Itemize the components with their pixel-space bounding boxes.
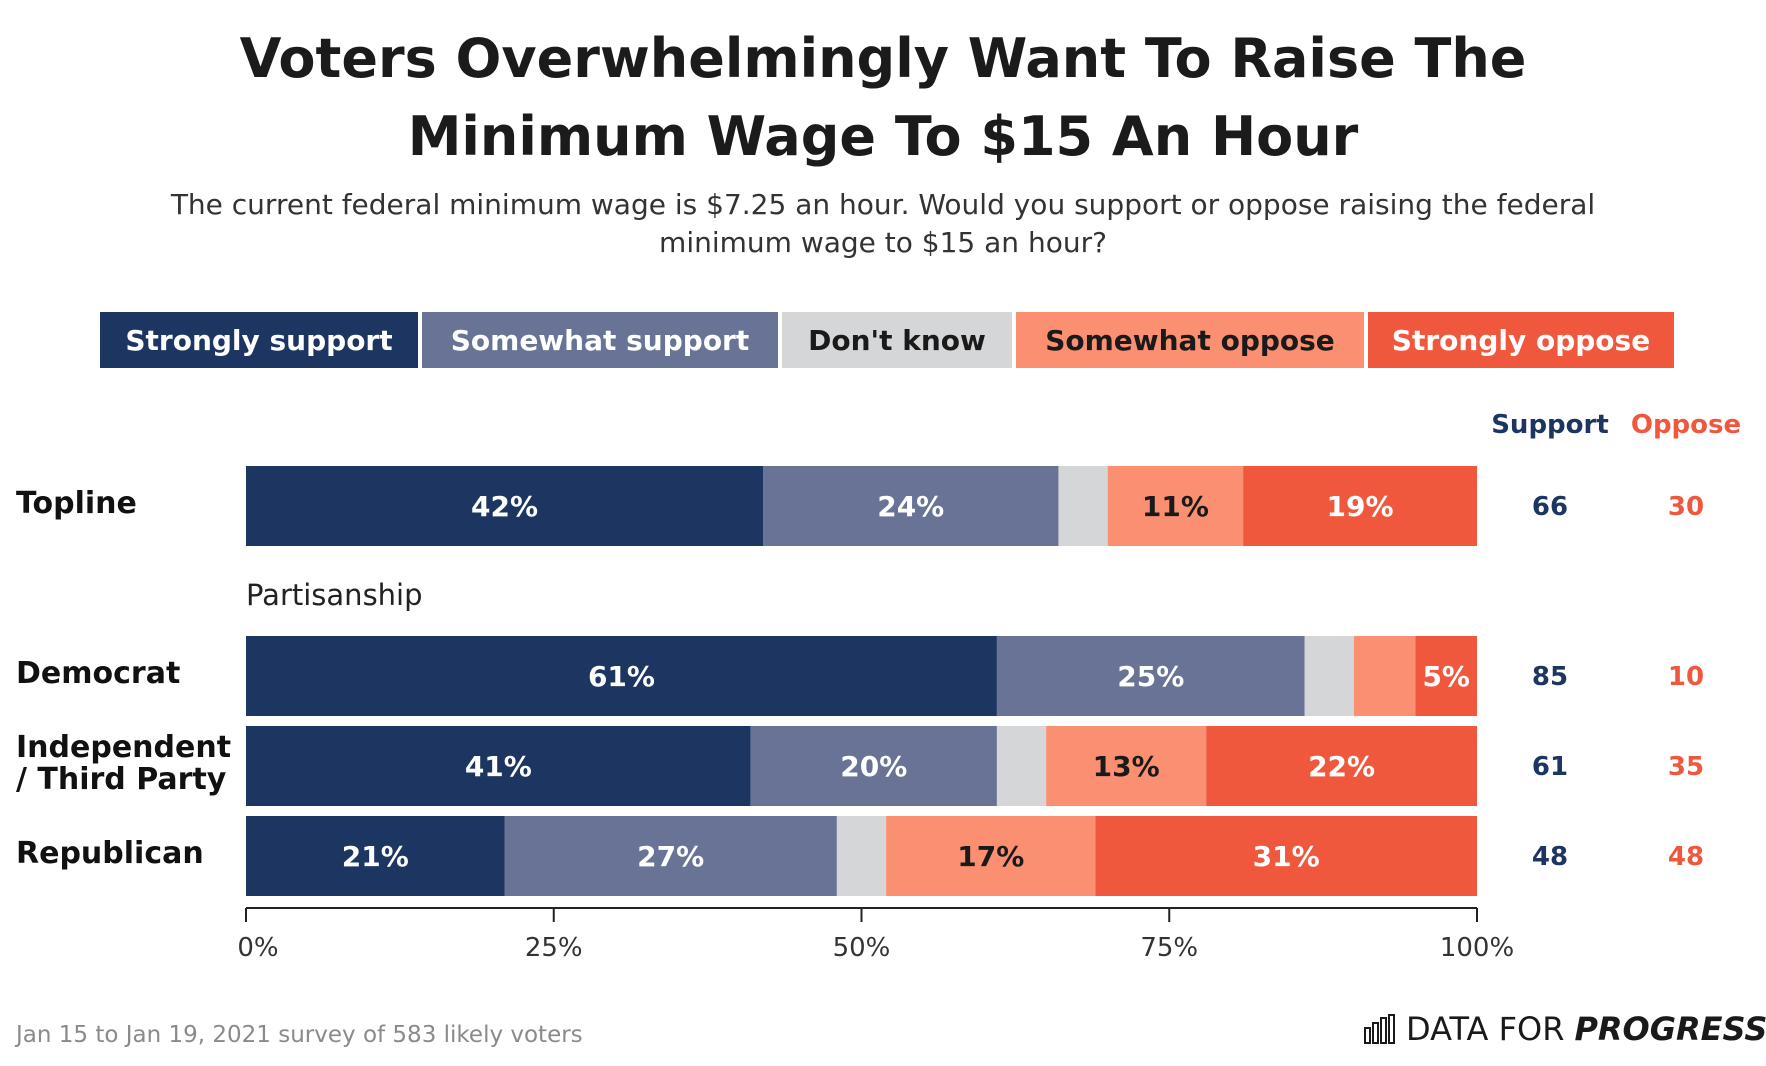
bar-label-democrat-strongly-oppose: 5% (1422, 660, 1470, 693)
bar-democrat-strongly-support (246, 636, 997, 716)
support-value-democrat: 85 (1531, 662, 1569, 692)
bar-independent-strongly-support (246, 726, 751, 806)
oppose-value-republican: 48 (1667, 842, 1705, 872)
legend-strongly-support: Strongly support (100, 312, 418, 368)
bar-democrat-somewhat-support (996, 636, 1305, 716)
bar-independent-dont-know (996, 726, 1047, 806)
bar-label-topline-somewhat-support: 24% (877, 490, 944, 523)
row-label-democrat: Democrat (16, 656, 181, 691)
bar-label-topline-somewhat-oppose: 11% (1142, 490, 1209, 523)
oppose-header: Oppose (1630, 410, 1742, 440)
bar-label-democrat-strongly-support: 61% (588, 660, 655, 693)
bar-label-independent-strongly-support: 41% (465, 750, 532, 783)
row-label-independent-line-2: / Third Party (16, 762, 227, 797)
brand-text-bold: PROGRESS (1574, 1010, 1766, 1048)
row-label-independent-line-1: Independent (16, 730, 232, 765)
bar-chart-logo-icon (1364, 1014, 1395, 1044)
bar-topline-somewhat-support (763, 466, 1059, 546)
oppose-value-independent: 35 (1667, 752, 1705, 782)
bar-democrat-strongly-oppose (1415, 636, 1477, 716)
section-label-partisanship: Partisanship (246, 578, 423, 612)
row-label-topline: Topline (16, 486, 137, 521)
bar-label-independent-somewhat-support: 20% (840, 750, 907, 783)
support-value-independent: 61 (1531, 752, 1569, 782)
oppose-value-democrat: 10 (1667, 662, 1705, 692)
chart-subtitle: The current federal minimum wage is $7.2… (40, 186, 1726, 262)
legend-strongly-oppose: Strongly oppose (1368, 312, 1674, 368)
bar-label-independent-strongly-oppose: 22% (1308, 750, 1375, 783)
footnote: Jan 15 to Jan 19, 2021 survey of 583 lik… (16, 1022, 583, 1048)
x-tick-label: 0% (237, 933, 278, 963)
bar-republican-somewhat-support (504, 816, 837, 896)
support-value-republican: 48 (1531, 842, 1569, 872)
legend-somewhat-support: Somewhat support (422, 312, 778, 368)
x-tick-label: 25% (525, 933, 583, 963)
bar-republican-strongly-oppose (1095, 816, 1477, 896)
bar-independent-strongly-oppose (1206, 726, 1477, 806)
brand-logo: DATA FOR PROGRESS (1364, 1010, 1766, 1048)
subtitle-line-2: minimum wage to $15 an hour? (659, 226, 1107, 259)
bar-topline-strongly-support (246, 466, 764, 546)
bar-democrat-somewhat-oppose (1353, 636, 1416, 716)
chart-title: Voters Overwhelmingly Want To Raise The … (0, 20, 1766, 176)
bar-topline-strongly-oppose (1243, 466, 1477, 546)
bar-independent-somewhat-oppose (1046, 726, 1207, 806)
bar-republican-strongly-support (246, 816, 505, 896)
support-header: Support (1491, 410, 1609, 440)
stacked-bar-chart: 42% 24% 11% 19% 61% 25% 5% 41% 20% 13% 22% 21% 27% 17… (237, 466, 1514, 963)
subtitle-line-1: The current federal minimum wage is $7.2… (170, 188, 1596, 221)
row-label-republican: Republican (16, 836, 204, 871)
row-label-independent: Independent / Third Party (16, 732, 231, 796)
bar-label-topline-strongly-support: 42% (471, 490, 538, 523)
bar-independent-somewhat-support (750, 726, 997, 806)
bar-topline-dont-know (1058, 466, 1108, 546)
bar-label-republican-somewhat-support: 27% (637, 840, 704, 873)
bar-label-republican-strongly-support: 21% (342, 840, 409, 873)
title-line-2: Minimum Wage To $15 An Hour (407, 105, 1359, 168)
bar-label-republican-somewhat-oppose: 17% (957, 840, 1024, 873)
bar-topline-somewhat-oppose (1107, 466, 1244, 546)
support-value-topline: 66 (1531, 492, 1569, 522)
bar-republican-dont-know (836, 816, 887, 896)
bar-label-democrat-somewhat-support: 25% (1117, 660, 1184, 693)
legend: Strongly support Somewhat support Don't … (100, 312, 1678, 368)
title-line-1: Voters Overwhelmingly Want To Raise The (239, 27, 1527, 90)
x-tick-label: 50% (833, 933, 891, 963)
x-tick-label: 100% (1440, 933, 1514, 963)
x-tick-label: 75% (1140, 933, 1198, 963)
bar-label-topline-strongly-oppose: 19% (1327, 490, 1394, 523)
legend-somewhat-oppose: Somewhat oppose (1016, 312, 1364, 368)
legend-dont-know: Don't know (782, 312, 1012, 368)
oppose-value-topline: 30 (1667, 492, 1705, 522)
bar-label-republican-strongly-oppose: 31% (1253, 840, 1320, 873)
bar-democrat-dont-know (1304, 636, 1354, 716)
bar-label-independent-somewhat-oppose: 13% (1093, 750, 1160, 783)
brand-text-light: DATA FOR (1406, 1010, 1565, 1048)
bar-republican-somewhat-oppose (886, 816, 1096, 896)
